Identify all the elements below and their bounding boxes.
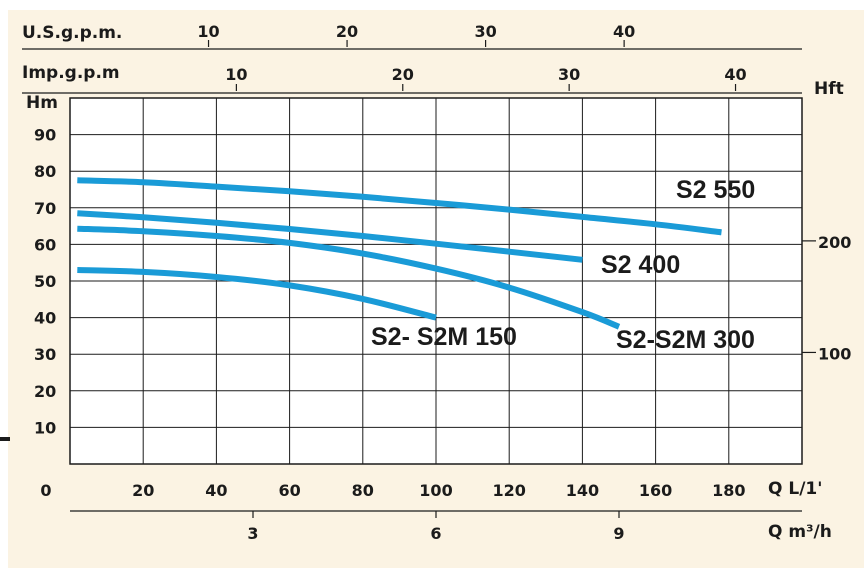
y-tick-label: 50 (34, 272, 56, 291)
y-tick-label: 10 (34, 418, 56, 437)
y-tick-label: 90 (34, 126, 56, 145)
impgpm-tick-label: 20 (392, 65, 414, 84)
x-tick-label: 160 (639, 481, 672, 500)
x-tick-label: 140 (566, 481, 599, 500)
left-edge-mark (0, 437, 10, 441)
m3h-axis: 3 6 9 (70, 510, 802, 543)
top-secondary-axes: 10 20 30 40 10 20 30 40 (22, 22, 802, 94)
usgpm-tick-label: 30 (474, 22, 496, 41)
y-tick-label: 40 (34, 309, 56, 328)
plot-border (69, 97, 803, 465)
y-axis-tick-labels: 10 20 30 40 50 60 70 80 90 (34, 126, 56, 438)
impgpm-tick-label: 30 (558, 65, 580, 84)
x-tick-label: 60 (278, 481, 300, 500)
curve-s2-s2m-150 (77, 267, 437, 321)
curve-label-s2-s2m-150: S2- S2M 150 (371, 323, 517, 351)
y-tick-label: 80 (34, 162, 56, 181)
hft-tick-label: 200 (818, 233, 851, 252)
x-tick-label: 20 (132, 481, 154, 500)
x-tick-label: 40 (205, 481, 227, 500)
usgpm-tick-label: 20 (336, 22, 358, 41)
pump-curves (77, 177, 722, 330)
curve-s2-550 (77, 177, 722, 236)
m3h-axis-label: Q m³/h (768, 522, 832, 542)
y-tick-label: 60 (34, 235, 56, 254)
impgpm-tick-label: 10 (225, 65, 247, 84)
x-tick-label: 80 (352, 481, 374, 500)
curve-label-s2-550: S2 550 (676, 176, 755, 204)
y-tick-label: 30 (34, 345, 56, 364)
curve-s2-400 (77, 210, 583, 263)
impgpm-axis-label: Imp.g.p.m (22, 63, 120, 83)
usgpm-axis-label: U.S.g.p.m. (22, 23, 122, 43)
m3h-tick-label: 6 (430, 524, 441, 543)
plot-frame (69, 97, 803, 465)
hft-axis-label: Hft (814, 79, 844, 99)
x-axis-tick-labels: 0 20 40 60 80 100 120 140 160 180 (40, 481, 745, 500)
x-tick-label: 100 (419, 481, 452, 500)
curve-label-s2-s2m-300: S2-S2M 300 (616, 326, 755, 354)
hft-tick-label: 100 (818, 344, 851, 363)
usgpm-tick-label: 40 (613, 22, 635, 41)
curve-s2-s2m-300 (77, 225, 621, 330)
m3h-tick-label: 9 (613, 524, 624, 543)
x-tick-label: 120 (492, 481, 525, 500)
y-tick-label: 20 (34, 382, 56, 401)
grid (70, 98, 802, 464)
x-axis-label: Q L/1' (768, 479, 822, 499)
y-axis-label: Hm (26, 93, 58, 113)
m3h-tick-label: 3 (247, 524, 258, 543)
x-tick-label: 0 (40, 481, 51, 500)
impgpm-tick-label: 40 (724, 65, 746, 84)
usgpm-tick-label: 10 (197, 22, 219, 41)
hft-axis: 100 200 (802, 233, 851, 363)
y-tick-label: 70 (34, 199, 56, 218)
curve-labels: S2 550 S2 400 S2-S2M 300 S2- S2M 150 (371, 176, 755, 354)
curve-label-s2-400: S2 400 (601, 251, 680, 279)
x-tick-label: 180 (712, 481, 745, 500)
